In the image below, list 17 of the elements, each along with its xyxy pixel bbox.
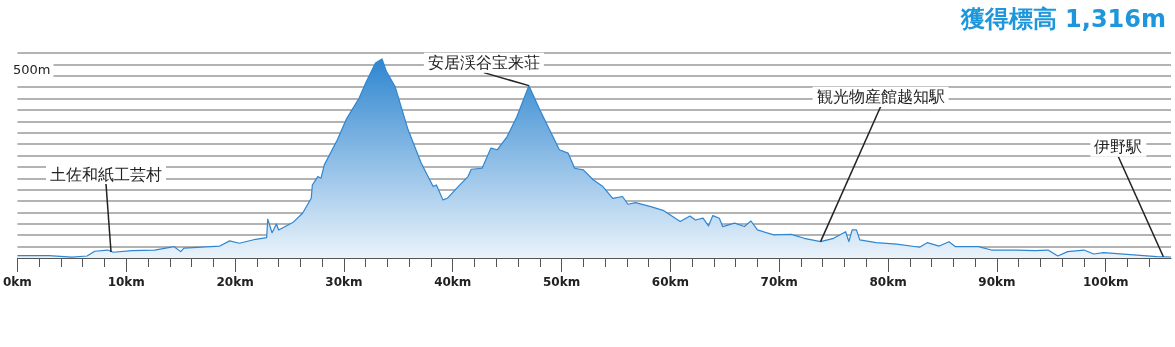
x-tick-label: 90km	[978, 275, 1016, 289]
x-tick-label: 100km	[1082, 275, 1129, 289]
x-tick-label: 50km	[542, 275, 581, 289]
x-tick-label: 20km	[216, 275, 254, 289]
x-tick-label: 60km	[651, 275, 689, 289]
annotation: 土佐和紙工芸村	[50, 164, 163, 184]
annotation: 伊野駅	[1094, 137, 1143, 157]
x-tick-label: 40km	[434, 275, 472, 289]
annotation: 500m	[13, 62, 51, 77]
chart-title: 獲得標高 1,316m	[959, 5, 1166, 33]
x-tick-label: 80km	[869, 275, 907, 289]
x-tick-label: 10km	[107, 275, 145, 289]
x-tick-label: 30km	[325, 275, 363, 289]
x-tick-label: 0km	[3, 275, 32, 289]
annotation: 安居渓谷宝来荘	[427, 53, 540, 73]
annotation: 観光物産館越知駅	[816, 87, 945, 107]
x-tick-label: 70km	[760, 275, 798, 289]
